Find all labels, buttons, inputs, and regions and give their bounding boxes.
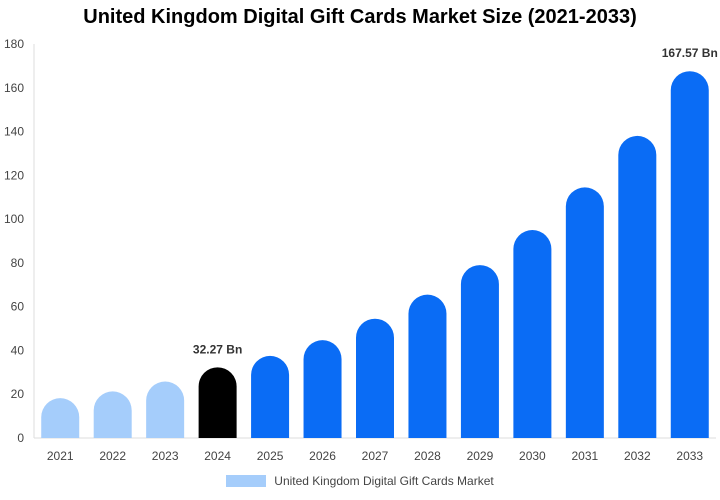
bar-2024 — [198, 367, 237, 438]
x-tick-label: 2021 — [47, 449, 74, 463]
y-tick-label: 140 — [4, 125, 24, 139]
bar-2029 — [460, 265, 499, 438]
data-label: 167.57 Bn — [662, 46, 718, 60]
x-tick-label: 2031 — [571, 449, 598, 463]
x-tick-label: 2025 — [257, 449, 284, 463]
bar-2022 — [93, 391, 132, 438]
x-tick-label: 2024 — [204, 449, 231, 463]
y-tick-label: 120 — [4, 168, 24, 182]
x-tick-label: 2033 — [676, 449, 703, 463]
y-tick-label: 160 — [4, 81, 24, 95]
bar-2021 — [41, 398, 80, 438]
x-tick-label: 2026 — [309, 449, 336, 463]
bar-2033 — [670, 71, 709, 438]
x-tick-label: 2028 — [414, 449, 441, 463]
y-tick-label: 20 — [11, 387, 25, 401]
x-tick-label: 2029 — [467, 449, 494, 463]
y-tick-label: 100 — [4, 212, 24, 226]
bar-2028 — [408, 294, 447, 438]
bar-2032 — [618, 135, 657, 438]
data-label: 32.27 Bn — [193, 342, 242, 356]
chart-title: United Kingdom Digital Gift Cards Market… — [83, 6, 637, 28]
bar-2023 — [146, 381, 185, 438]
y-tick-label: 180 — [4, 37, 24, 51]
x-tick-label: 2032 — [624, 449, 651, 463]
bar-2031 — [565, 187, 604, 438]
bar-2026 — [303, 340, 342, 438]
bar-2030 — [513, 230, 552, 438]
y-tick-label: 80 — [11, 256, 25, 270]
x-tick-label: 2027 — [362, 449, 389, 463]
legend-label: United Kingdom Digital Gift Cards Market — [274, 474, 494, 488]
bar-2025 — [251, 355, 290, 438]
x-tick-label: 2030 — [519, 449, 546, 463]
legend: United Kingdom Digital Gift Cards Market — [0, 474, 720, 488]
y-tick-label: 60 — [11, 300, 25, 314]
x-tick-label: 2023 — [152, 449, 179, 463]
legend-swatch — [226, 475, 267, 487]
y-tick-label: 40 — [11, 343, 25, 357]
y-tick-label: 0 — [17, 431, 24, 445]
x-tick-label: 2022 — [99, 449, 126, 463]
bar-2027 — [356, 318, 394, 438]
